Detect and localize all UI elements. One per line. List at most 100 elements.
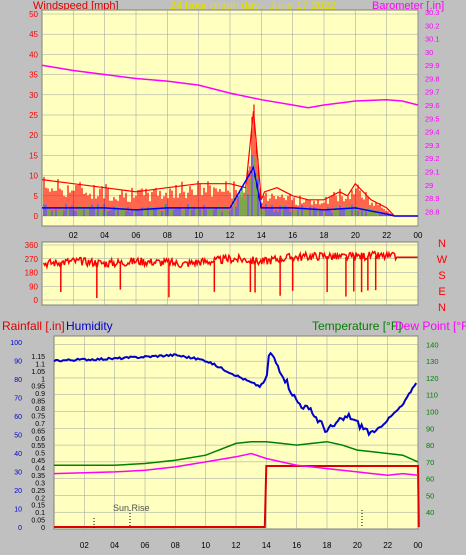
time-tick: 08 — [163, 231, 172, 240]
rainfall-tick: 0.3 — [35, 480, 45, 487]
wind-speed-bars — [43, 104, 393, 216]
direction-tick: 360 — [25, 241, 39, 250]
barometer-tick: 29.9 — [425, 61, 440, 70]
rainfall-tick: 1.05 — [31, 369, 45, 376]
direction-tick: 90 — [29, 282, 38, 291]
humidity-label: Humidity — [66, 319, 113, 333]
barometer-tick: 28.9 — [425, 194, 440, 203]
temperature-label: Temperature [°F] — [312, 319, 402, 333]
humidity-tick: 40 — [14, 451, 22, 458]
rainfall-tick: 1.15 — [31, 354, 45, 361]
humidity-line — [53, 351, 418, 437]
humidity-tick: 10 — [14, 507, 22, 514]
temperature-tick: 120 — [426, 374, 439, 383]
time-tick: 14 — [257, 231, 266, 240]
direction-label-e: E — [438, 286, 446, 298]
barometer-tick: 29.7 — [425, 88, 440, 97]
direction-label-s: S — [438, 270, 446, 282]
rainfall-tick: 0.75 — [31, 413, 45, 420]
rainfall-tick: 0.25 — [31, 488, 45, 495]
wind-average-line — [42, 165, 418, 217]
temperature-tick: 140 — [426, 340, 439, 349]
barometer-tick: 29.2 — [425, 154, 440, 163]
direction-label-w: W — [436, 254, 448, 266]
temperature-tick: 100 — [426, 408, 439, 417]
dewpoint-label: Dew Point [°F] — [395, 319, 466, 333]
rainfall-tick: 0.9 — [35, 391, 45, 398]
temperature-line — [54, 440, 419, 466]
time-tick: 02 — [69, 231, 78, 240]
rainfall-tick: 0.8 — [35, 406, 45, 413]
humidity-tick: 50 — [14, 433, 22, 440]
graph-title: 24 hour graph day - June 17 2022 — [170, 0, 336, 12]
windspeed-tick: 50 — [29, 10, 38, 19]
direction-axis: 0 90 180 270 360 — [25, 241, 39, 305]
temperature-tick: 40 — [426, 508, 434, 517]
barometer-tick: 30.1 — [425, 35, 440, 44]
time-tick: 02 — [80, 541, 89, 550]
time-tick: 20 — [351, 231, 360, 240]
temperature-tick: 60 — [426, 475, 434, 484]
rainfall-label: Rainfall [.in] — [2, 319, 65, 333]
time-tick: 18 — [323, 541, 332, 550]
barometer-tick: 30.2 — [425, 21, 440, 30]
humidity-tick: 70 — [14, 396, 22, 403]
time-tick: 14 — [262, 541, 271, 550]
time-tick: 08 — [171, 541, 180, 550]
wind-direction-spikes — [60, 255, 377, 298]
rainfall-tick: 0.35 — [31, 473, 45, 480]
humidity-tick: 90 — [14, 359, 22, 366]
direction-tick: 0 — [34, 296, 39, 305]
time-tick: 06 — [141, 541, 150, 550]
time-tick: 18 — [320, 231, 329, 240]
time-tick: 16 — [288, 231, 297, 240]
wind-direction-line — [42, 250, 418, 270]
time-tick: 10 — [194, 231, 203, 240]
windspeed-tick: 45 — [29, 30, 38, 39]
barometer-axis: 28.8 28.9 29 29.1 29.2 29.3 29.4 29.5 29.6 29.7 29… — [425, 8, 440, 216]
humidity-tick: 0 — [18, 525, 22, 532]
windspeed-tick: 25 — [29, 111, 38, 120]
time-tick: 00 — [414, 231, 423, 240]
barometer-label: Barometer [.in] — [372, 0, 445, 12]
sunrise-annotation: Sun Rise — [113, 503, 150, 513]
rainfall-tick: 0.15 — [31, 503, 45, 510]
barometer-tick: 29.6 — [425, 101, 440, 110]
barometer-tick: 29.5 — [425, 114, 440, 123]
rainfall-tick: 0.6 — [35, 436, 45, 443]
time-tick: 12 — [232, 541, 241, 550]
barometer-tick: 28.8 — [425, 207, 440, 216]
barometer-tick: 29 — [425, 181, 433, 190]
windspeed-tick: 0 — [34, 212, 39, 221]
dewpoint-line — [53, 452, 419, 477]
temperature-tick: 110 — [426, 391, 438, 400]
wind-panel-time-axis: 02 04 06 08 10 12 14 16 18 20 22 00 — [69, 231, 423, 240]
rainfall-tick: 0.65 — [31, 428, 45, 435]
barometer-tick: 29.4 — [425, 128, 440, 137]
rainfall-tick: 1 — [41, 376, 45, 383]
barometer-tick: 29.1 — [425, 167, 440, 176]
humidity-tick: 60 — [14, 414, 22, 421]
time-tick: 06 — [132, 231, 141, 240]
rainfall-tick: 0.05 — [31, 518, 45, 525]
direction-tick: 270 — [25, 255, 39, 264]
temperature-axis: 40 50 60 70 80 90 100 110 120 130 140 — [426, 340, 439, 517]
temperature-tick: 90 — [426, 424, 434, 433]
time-tick: 16 — [292, 541, 301, 550]
windspeed-tick: 30 — [29, 91, 38, 100]
windspeed-tick: 10 — [29, 172, 38, 181]
humidity-tick: 80 — [14, 377, 22, 384]
humidity-tick: 100 — [10, 340, 22, 347]
rainfall-tick: 0.95 — [31, 384, 45, 391]
barometer-tick: 29.8 — [425, 74, 440, 83]
rainfall-tick: 0.7 — [35, 421, 45, 428]
rainfall-tick: 1.1 — [35, 361, 45, 368]
rainfall-tick: 0.85 — [31, 399, 45, 406]
windspeed-tick: 5 — [34, 192, 39, 201]
rain-panel-time-axis: 02 04 06 08 10 12 14 16 18 20 22 00 — [80, 541, 423, 550]
rainfall-tick: 0.4 — [35, 466, 45, 473]
humidity-axis: 0 10 20 30 40 50 60 70 80 90 100 — [10, 340, 22, 532]
barometer-line — [41, 64, 419, 109]
